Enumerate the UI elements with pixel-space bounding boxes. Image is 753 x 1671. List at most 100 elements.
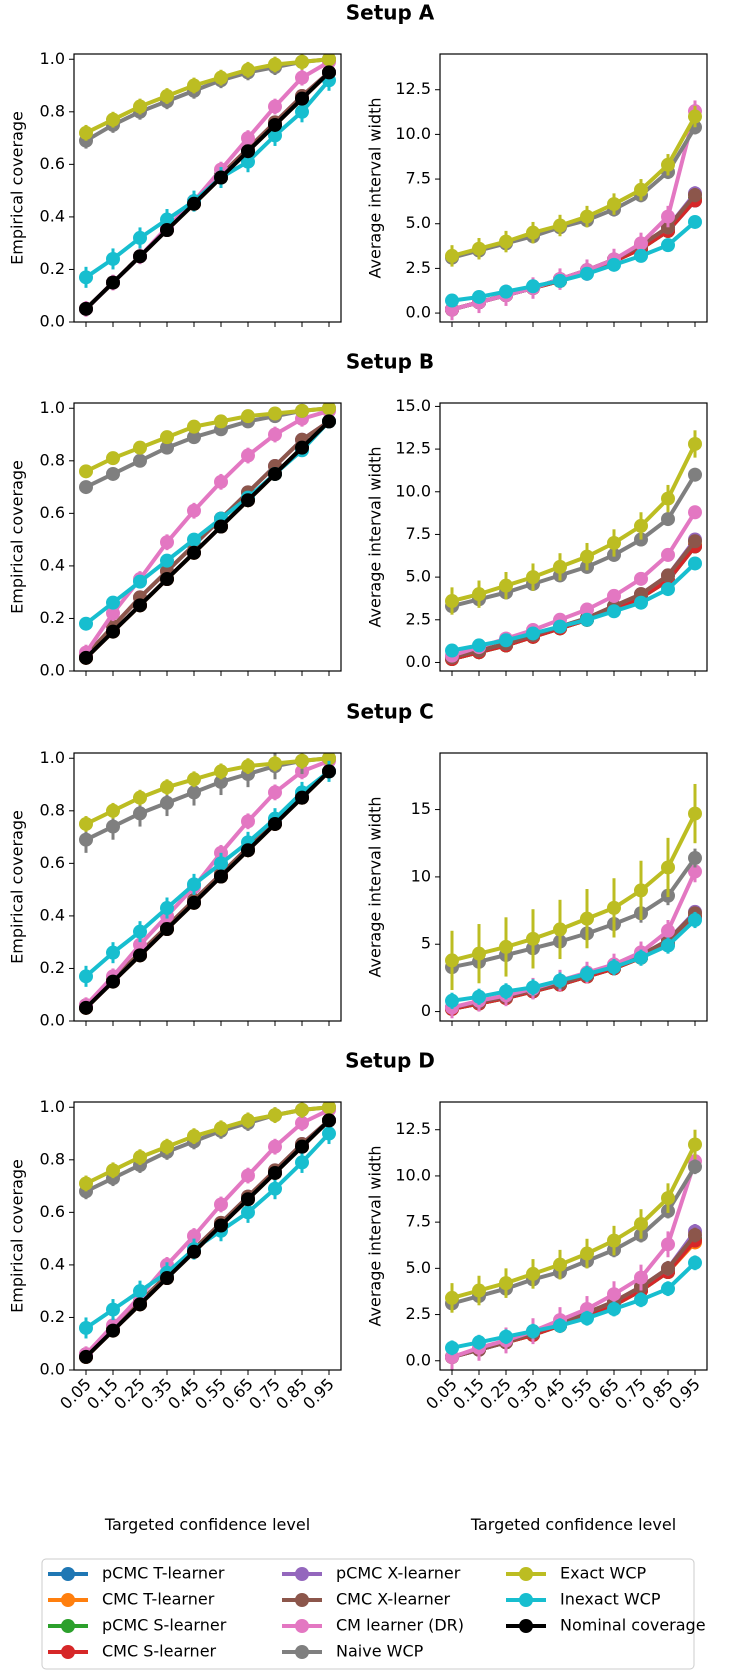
data-point xyxy=(661,923,675,938)
y-tick-label: 7.5 xyxy=(406,1212,431,1231)
y-tick-label: 0.8 xyxy=(40,450,65,469)
data-point xyxy=(295,1139,309,1154)
data-point xyxy=(79,816,93,831)
data-point xyxy=(499,1276,513,1291)
x-axis-label: Targeted confidence level xyxy=(470,1515,676,1534)
y-tick-label: 7.5 xyxy=(406,169,431,188)
data-point xyxy=(688,912,702,927)
data-point xyxy=(499,234,513,249)
y-axis-label: Average interval width xyxy=(366,1146,385,1327)
data-point xyxy=(133,1284,147,1299)
series-line xyxy=(450,191,697,312)
data-point xyxy=(553,273,567,288)
data-point xyxy=(187,772,201,787)
data-point xyxy=(187,1244,201,1259)
data-point xyxy=(472,289,486,304)
panels: Setup A 0.0 0.2 0.4 0.6 0.8 1.0 Empirical cover… xyxy=(8,1,708,1534)
y-tick-label: 0.0 xyxy=(40,312,65,331)
series xyxy=(445,783,702,991)
legend-entry: Exact WCP xyxy=(506,1564,647,1583)
data-point xyxy=(106,819,120,834)
data-point xyxy=(607,1302,621,1317)
data-point xyxy=(160,89,174,104)
y-tick-label: 0.4 xyxy=(40,1254,65,1273)
x-tick-label: 0.95 xyxy=(665,1374,704,1413)
series xyxy=(445,105,702,267)
data-point xyxy=(634,1216,648,1231)
data-point xyxy=(214,414,228,429)
data-point xyxy=(160,572,174,587)
legend-swatch-marker xyxy=(519,1567,533,1581)
data-point xyxy=(295,753,309,768)
data-point xyxy=(445,643,459,658)
legend-entry: Inexact WCP xyxy=(506,1590,661,1609)
legend-swatch-marker xyxy=(295,1593,309,1607)
data-point xyxy=(322,403,336,416)
legend: pCMC T-learner CMC T-learner pCMC S-learne… xyxy=(41,1558,706,1670)
data-point xyxy=(553,973,567,988)
data-point xyxy=(160,212,174,227)
y-tick-label: 0.6 xyxy=(40,154,65,173)
series-line xyxy=(450,472,697,609)
data-point xyxy=(241,1168,255,1183)
y-tick-label: 0.6 xyxy=(40,853,65,872)
series-line xyxy=(84,419,331,658)
data-point xyxy=(187,430,201,445)
data-point xyxy=(661,568,675,583)
data-point xyxy=(688,1159,702,1174)
data-point xyxy=(526,626,540,641)
legend-entry: pCMC T-learner xyxy=(48,1564,225,1583)
series-group xyxy=(79,753,336,1015)
data-point xyxy=(241,154,255,169)
series-line xyxy=(84,57,331,135)
data-point xyxy=(106,624,120,639)
data-point xyxy=(661,860,675,875)
data-point xyxy=(160,553,174,568)
y-tick-label: 0.0 xyxy=(406,1350,431,1369)
legend-frame xyxy=(41,1558,695,1670)
data-point xyxy=(79,969,93,984)
legend-label: Nominal coverage xyxy=(560,1616,706,1635)
series-line xyxy=(450,1142,697,1300)
y-tick-label: 2.5 xyxy=(406,258,431,277)
series-group xyxy=(445,783,702,1019)
series-line xyxy=(84,756,331,826)
series xyxy=(79,54,336,141)
legend-swatch-marker xyxy=(519,1593,533,1607)
data-point xyxy=(634,950,648,965)
legend-swatch-marker xyxy=(519,1619,533,1633)
y-tick-label: 10.0 xyxy=(395,1165,431,1184)
series xyxy=(445,556,702,658)
data-point xyxy=(295,1155,309,1170)
data-point xyxy=(187,545,201,560)
y-tick-label: 10.0 xyxy=(395,124,431,143)
y-tick-label: 0.0 xyxy=(40,661,65,680)
data-point xyxy=(499,284,513,299)
data-point xyxy=(79,650,93,665)
setup-title: Setup B xyxy=(346,350,434,374)
data-point xyxy=(106,803,120,818)
y-tick-label: 10 xyxy=(411,866,431,885)
data-point xyxy=(472,1335,486,1350)
series xyxy=(79,414,336,665)
data-point xyxy=(241,493,255,508)
plot-frame xyxy=(439,53,708,323)
plot-frame xyxy=(439,402,708,672)
data-point xyxy=(688,1255,702,1270)
data-point xyxy=(499,939,513,954)
data-point xyxy=(187,1229,201,1243)
series-line xyxy=(450,196,697,312)
data-point xyxy=(472,946,486,961)
y-tick-label: 0.0 xyxy=(406,652,431,671)
data-point xyxy=(688,806,702,821)
data-point xyxy=(268,99,282,114)
y-tick-label: 0.0 xyxy=(406,303,431,322)
series xyxy=(445,911,702,1009)
data-point xyxy=(553,559,567,574)
plot-frame xyxy=(73,1101,342,1371)
legend-label: pCMC S-learner xyxy=(102,1616,227,1635)
series-line xyxy=(84,1105,331,1186)
data-point xyxy=(580,966,594,981)
data-point xyxy=(268,406,282,421)
